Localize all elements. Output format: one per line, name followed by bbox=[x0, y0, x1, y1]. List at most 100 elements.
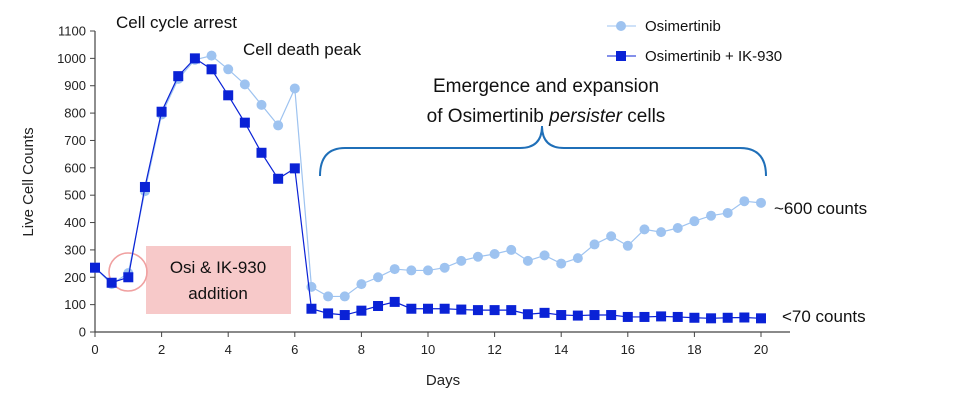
data-point-osimertinib bbox=[556, 258, 567, 269]
data-point-osimertinib-ik930 bbox=[489, 305, 500, 316]
annotation-cell-death-peak: Cell death peak bbox=[243, 40, 362, 59]
data-point-osimertinib bbox=[756, 197, 766, 208]
y-axis-title: Live Cell Counts bbox=[20, 127, 37, 236]
curly-brace bbox=[319, 125, 767, 177]
legend: Osimertinib Osimertinib + IK-930 bbox=[607, 18, 782, 65]
y-tick-label: 1100 bbox=[58, 24, 86, 39]
y-tick-label: 200 bbox=[64, 270, 86, 285]
data-point-osimertinib bbox=[423, 265, 433, 276]
data-point-osimertinib bbox=[672, 223, 683, 234]
y-tick-label: 600 bbox=[64, 160, 86, 175]
data-point-osimertinib bbox=[389, 264, 400, 275]
data-point-osimertinib bbox=[622, 240, 633, 251]
data-point-osimertinib-ik930 bbox=[739, 312, 750, 323]
x-tick-label: 8 bbox=[358, 342, 365, 357]
annotation-emergence-line2: of Osimertinib persister cells bbox=[427, 106, 666, 127]
data-point-osimertinib-ik930 bbox=[373, 301, 384, 312]
x-tick-label: 2 bbox=[158, 342, 165, 357]
y-tick-label: 800 bbox=[64, 106, 86, 121]
emergence-line2-pre: of Osimertinib bbox=[427, 106, 549, 127]
data-point-osimertinib-ik930 bbox=[406, 303, 417, 314]
data-point-osimertinib-ik930 bbox=[572, 310, 583, 321]
data-point-osimertinib bbox=[539, 250, 550, 261]
data-point-osimertinib-ik930 bbox=[472, 305, 483, 316]
data-point-osimertinib bbox=[323, 291, 334, 302]
emergence-line2-italic: persister bbox=[548, 106, 623, 127]
data-point-osimertinib-ik930 bbox=[722, 312, 733, 323]
emergence-line2-post: cells bbox=[622, 106, 665, 127]
x-tick-label: 0 bbox=[91, 342, 98, 357]
data-point-osimertinib-ik930 bbox=[756, 313, 766, 324]
data-point-osimertinib-ik930 bbox=[139, 181, 150, 192]
data-point-osimertinib-ik930 bbox=[589, 310, 600, 321]
y-tick-label: 100 bbox=[64, 297, 86, 312]
data-point-osimertinib-ik930 bbox=[189, 53, 200, 64]
data-point-osimertinib bbox=[456, 255, 467, 266]
data-point-osimertinib bbox=[639, 224, 650, 235]
data-point-osimertinib-ik930 bbox=[439, 303, 450, 314]
legend-label-combo: Osimertinib + IK-930 bbox=[645, 48, 782, 65]
data-point-osimertinib-ik930 bbox=[106, 277, 117, 288]
addition-label-line1: Osi & IK-930 bbox=[170, 258, 266, 277]
x-axis-title: Days bbox=[426, 372, 460, 389]
y-tick-label: 700 bbox=[64, 133, 86, 148]
data-point-osimertinib-ik930 bbox=[539, 307, 550, 318]
data-point-osimertinib bbox=[223, 64, 234, 75]
data-point-osimertinib-ik930 bbox=[672, 311, 683, 322]
y-tick-label: 0 bbox=[79, 325, 86, 340]
data-point-osimertinib bbox=[439, 262, 450, 273]
data-point-osimertinib bbox=[273, 120, 284, 131]
data-point-osimertinib bbox=[606, 231, 617, 242]
data-point-osimertinib bbox=[406, 265, 417, 276]
y-tick-label: 300 bbox=[64, 242, 86, 257]
data-point-osimertinib bbox=[689, 216, 700, 227]
data-point-osimertinib-ik930 bbox=[289, 163, 300, 174]
x-tick-label: 14 bbox=[554, 342, 568, 357]
data-point-osimertinib-ik930 bbox=[156, 106, 167, 117]
series-layer bbox=[90, 50, 766, 324]
data-point-osimertinib-ik930 bbox=[656, 311, 667, 322]
data-point-osimertinib-ik930 bbox=[273, 173, 284, 184]
data-point-osimertinib bbox=[506, 244, 517, 255]
data-point-osimertinib-ik930 bbox=[556, 310, 567, 321]
data-point-osimertinib-ik930 bbox=[90, 262, 100, 273]
data-point-osimertinib-ik930 bbox=[689, 312, 700, 323]
data-point-osimertinib-ik930 bbox=[622, 311, 633, 322]
data-point-osimertinib bbox=[339, 291, 350, 302]
x-tick-label: 18 bbox=[687, 342, 701, 357]
annotation-cell-cycle-arrest: Cell cycle arrest bbox=[116, 13, 237, 32]
annotation-600-counts: ~600 counts bbox=[774, 199, 867, 218]
data-point-osimertinib bbox=[373, 272, 384, 283]
legend-marker-combo bbox=[616, 51, 626, 61]
data-point-osimertinib-ik930 bbox=[306, 303, 317, 314]
y-tick-label: 900 bbox=[64, 78, 86, 93]
highlight-circle bbox=[108, 252, 148, 292]
data-point-osimertinib bbox=[356, 279, 367, 290]
legend-marker-osimertinib bbox=[616, 21, 626, 31]
data-point-osimertinib bbox=[489, 249, 500, 260]
data-point-osimertinib bbox=[656, 227, 667, 238]
data-point-osimertinib bbox=[289, 83, 300, 94]
legend-label-osimertinib: Osimertinib bbox=[645, 18, 721, 35]
data-point-osimertinib-ik930 bbox=[173, 71, 184, 82]
addition-label-line2: addition bbox=[188, 284, 248, 303]
data-point-osimertinib-ik930 bbox=[606, 310, 617, 321]
data-point-osimertinib bbox=[239, 79, 250, 90]
data-point-osimertinib-ik930 bbox=[223, 90, 234, 101]
data-point-osimertinib-ik930 bbox=[206, 64, 217, 75]
data-point-osimertinib bbox=[472, 251, 483, 262]
data-point-osimertinib-ik930 bbox=[639, 311, 650, 322]
x-tick-label: 20 bbox=[754, 342, 768, 357]
data-point-osimertinib-ik930 bbox=[389, 296, 400, 307]
data-point-osimertinib-ik930 bbox=[522, 309, 533, 320]
y-tick-label: 400 bbox=[64, 215, 86, 230]
x-tick-label: 12 bbox=[487, 342, 501, 357]
data-point-osimertinib-ik930 bbox=[423, 303, 433, 314]
x-tick-label: 4 bbox=[225, 342, 232, 357]
data-point-osimertinib bbox=[722, 207, 733, 218]
data-point-osimertinib bbox=[522, 255, 533, 266]
data-point-osimertinib bbox=[256, 99, 267, 110]
annotation-emergence-line1: Emergence and expansion bbox=[433, 76, 659, 97]
y-tick-label: 1000 bbox=[57, 51, 86, 66]
